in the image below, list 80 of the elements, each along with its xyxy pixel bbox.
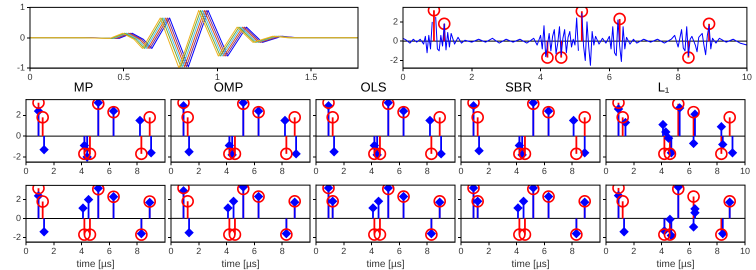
x-tick-label: 6 (606, 72, 612, 82)
chart-title: OLS (360, 79, 387, 94)
x-tick-label: 0 (168, 246, 174, 256)
x-tick-label: 1.5 (304, 72, 318, 82)
x-tick-label: 4 (79, 166, 84, 176)
y-tick-label: 0 (20, 32, 25, 42)
x-tick-label: 6 (542, 166, 547, 176)
x-tick-label: 8 (280, 246, 285, 256)
x-tick-label: 4 (538, 72, 544, 82)
x-tick-label: 4 (659, 246, 664, 256)
x-tick-label: 0 (313, 166, 319, 176)
x-tick-label: 0 (458, 246, 464, 256)
x-tick-label: 10 (740, 246, 750, 256)
y-tick-label: 2 (16, 194, 21, 204)
x-tick-label: 6 (252, 246, 257, 256)
x-tick-label: 2 (631, 246, 636, 256)
x-tick-label: 8 (714, 246, 720, 256)
x-axis-title: time [µs] (656, 258, 695, 270)
y-tick-label: 2 (392, 16, 398, 26)
x-tick-label: 6 (106, 166, 112, 176)
x-tick-label: 6 (686, 166, 692, 176)
x-tick-label: 0 (27, 72, 33, 82)
x-tick-label: 2 (51, 166, 56, 176)
x-tick-label: 0 (400, 72, 406, 82)
x-tick-label: 2 (341, 246, 346, 256)
chart-title: MP (74, 79, 94, 94)
x-tick-label: 4 (79, 246, 84, 256)
x-tick-label: 0 (603, 166, 609, 176)
x-tick-label: 8 (134, 246, 140, 256)
x-tick-label: 0 (603, 246, 609, 256)
x-tick-label: 2 (51, 246, 56, 256)
x-tick-label: 6 (396, 166, 402, 176)
x-tick-label: 4 (369, 166, 374, 176)
x-tick-label: 4 (659, 166, 664, 176)
x-tick-label: 6 (542, 246, 547, 256)
x-tick-label: 4 (514, 166, 520, 176)
x-tick-label: 4 (224, 246, 230, 256)
y-tick-label: 2 (16, 110, 21, 120)
x-tick-label: 8 (424, 166, 430, 176)
x-tick-label: 8 (570, 166, 575, 176)
x-axis-title: time [µs] (76, 258, 115, 270)
x-tick-label: 2 (486, 246, 492, 256)
x-tick-label: 8 (280, 166, 285, 176)
x-tick-label: 8 (134, 166, 140, 176)
x-tick-label: 6 (686, 246, 692, 256)
x-tick-label: 0 (313, 246, 319, 256)
x-tick-label: 4 (514, 246, 520, 256)
x-axis-title: time [µs] (512, 258, 550, 270)
x-tick-label: 4 (369, 246, 374, 256)
x-tick-label: 2 (469, 72, 474, 82)
x-tick-label: 2 (196, 166, 202, 176)
x-tick-label: 2 (486, 166, 492, 176)
chart-title: L₁ (658, 79, 670, 94)
x-tick-label: 2 (631, 166, 636, 176)
x-axis-title: time [µs] (222, 258, 260, 270)
x-tick-label: 6 (396, 246, 402, 256)
x-tick-label: 0.5 (117, 72, 130, 82)
x-tick-label: 6 (252, 166, 257, 176)
y-tick-label: -2 (390, 54, 398, 65)
y-tick-label: 0 (16, 130, 21, 141)
x-tick-label: 8 (714, 166, 720, 176)
y-tick-label: 0 (16, 213, 21, 224)
x-tick-label: 2 (196, 246, 202, 256)
chart-title: SBR (505, 79, 532, 94)
x-tick-label: 0 (168, 166, 174, 176)
y-tick-label: 0 (392, 36, 398, 46)
x-tick-label: 8 (424, 246, 430, 256)
y-tick-label: -2 (12, 232, 21, 242)
x-tick-label: 0 (458, 166, 464, 176)
x-axis-title: time [µs] (366, 258, 405, 270)
x-tick-label: 10 (740, 166, 750, 176)
x-tick-label: 8 (570, 246, 575, 256)
y-tick-label: -2 (12, 151, 21, 162)
x-tick-label: 4 (224, 166, 230, 176)
x-tick-label: 2 (341, 166, 346, 176)
x-tick-label: 8 (676, 72, 681, 82)
y-tick-label: -1 (16, 62, 25, 73)
y-tick-label: 1 (20, 2, 25, 12)
x-tick-label: 6 (106, 246, 112, 256)
x-tick-label: 10 (742, 72, 752, 82)
